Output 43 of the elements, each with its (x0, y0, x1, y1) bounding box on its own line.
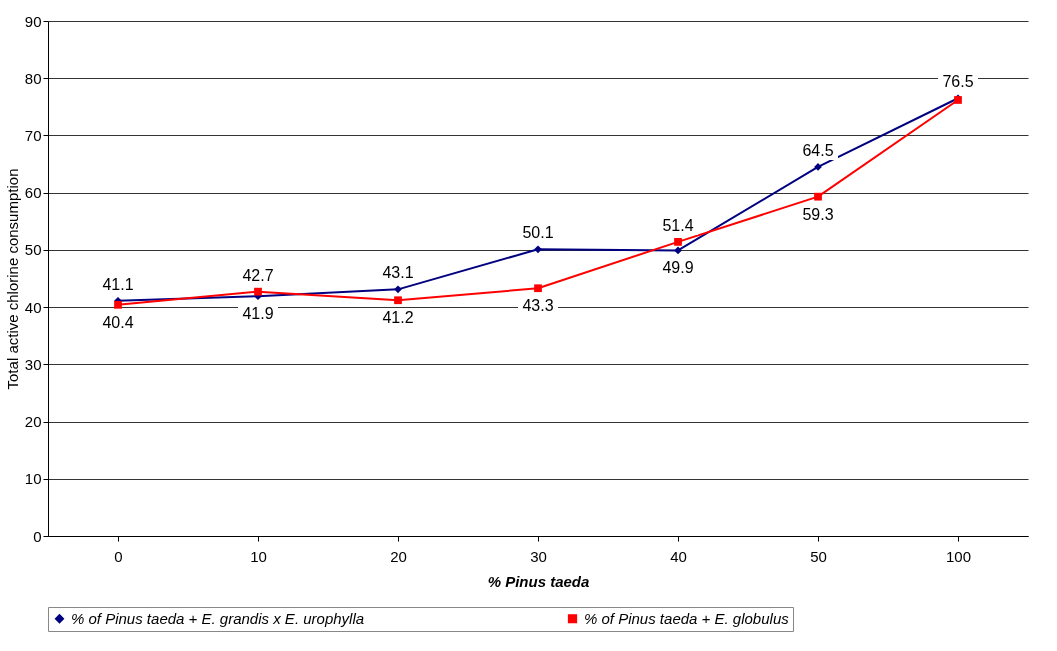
point (814, 192, 822, 201)
data-label: 59.3 (802, 205, 834, 223)
data-label: 41.1 (102, 275, 134, 293)
legend-label: % of Pinus taeda + E. grandis x E. urophylla (71, 609, 365, 627)
point (114, 300, 122, 309)
point (534, 284, 542, 293)
y-tick-label: 90 (24, 12, 42, 30)
x-axis-title: % Pinus taeda (487, 572, 590, 590)
x-tick-label: 10 (250, 547, 267, 565)
y-axis-title: Total active chlorine consumption (3, 168, 21, 390)
y-tick-label: 50 (24, 241, 42, 259)
x-tick-label: 50 (810, 547, 827, 565)
x-tick-label: 100 (945, 547, 972, 565)
legend-label: % of Pinus taeda + E. globulus (584, 609, 790, 627)
data-label: 64.5 (802, 141, 834, 159)
y-tick-label: 40 (24, 298, 42, 316)
x-tick-label: 30 (530, 547, 547, 565)
y-tick-label: 80 (24, 69, 42, 87)
data-label: 40.4 (102, 313, 134, 331)
x-tick-label: 40 (670, 547, 687, 565)
data-label: 43.1 (382, 264, 414, 282)
point (394, 296, 402, 305)
y-tick-label: 70 (24, 126, 42, 144)
x-tick-label: 20 (390, 547, 407, 565)
data-label: 50.1 (522, 224, 554, 242)
point (674, 246, 682, 255)
point (674, 238, 682, 246)
data-label: 43.3 (522, 297, 554, 315)
point (254, 287, 262, 296)
data-label: 41.9 (242, 305, 274, 323)
point (534, 245, 542, 254)
y-tick-label: 60 (24, 184, 42, 202)
y-tick-label: 30 (24, 355, 42, 373)
y-tick-label: 10 (24, 470, 42, 488)
x-tick-label: 0 (114, 547, 123, 565)
data-label: 51.4 (662, 216, 694, 234)
data-label: 42.7 (242, 266, 274, 284)
y-tick-label: 0 (33, 527, 42, 545)
data-label: 76.5 (942, 73, 974, 91)
point (394, 285, 402, 294)
data-label: 49.9 (662, 259, 694, 277)
data-label: 41.2 (382, 309, 414, 327)
y-tick-label: 20 (24, 413, 42, 431)
